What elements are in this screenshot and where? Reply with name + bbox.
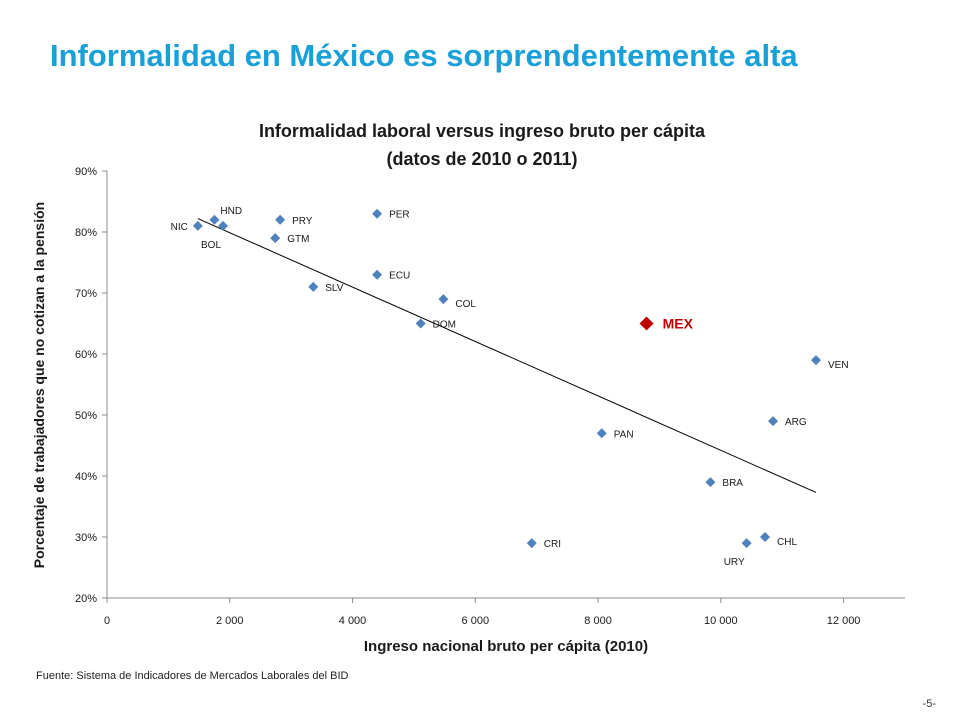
point-marker [639, 316, 654, 331]
point-label: NIC [171, 222, 188, 233]
point-label: PER [389, 210, 410, 221]
point-marker [209, 214, 220, 225]
y-tick-label: 20% [75, 593, 97, 605]
point-label: GTM [287, 234, 309, 245]
y-axis-label: Porcentaje de trabajadores que no cotiza… [31, 202, 47, 568]
point-label: ARG [785, 417, 807, 428]
point-marker [192, 220, 203, 231]
data-point-hnd: HND [209, 206, 242, 225]
point-label: HND [220, 206, 242, 217]
trendline [197, 218, 817, 493]
y-tick-label: 60% [75, 349, 97, 361]
point-label: SLV [325, 283, 343, 294]
x-tick-label: 4 000 [339, 615, 367, 627]
y-tick-label: 90% [75, 166, 97, 178]
y-tick-label: 70% [75, 288, 97, 300]
data-point-ven: VEN [810, 355, 849, 371]
data-point-pry: PRY [275, 214, 313, 227]
axes: 20% 30% 40% 50% 60% 70% 80% 90% 0 2 000 4 000 6 000… [75, 166, 905, 627]
point-marker [218, 220, 229, 231]
chart-title-line-2: (datos de 2010 o 2011) [386, 149, 577, 169]
point-label: CHL [777, 537, 797, 548]
x-tick-label: 12 000 [827, 615, 861, 627]
data-point-nic: NIC [171, 220, 203, 233]
point-marker [596, 428, 607, 439]
point-marker [438, 294, 449, 305]
point-label: ECU [389, 271, 410, 282]
point-marker [372, 208, 383, 219]
data-point-bra: BRA [705, 477, 743, 489]
data-point-col: COL [438, 294, 476, 310]
data-point-chl: CHL [760, 532, 797, 548]
point-marker [275, 214, 286, 225]
point-label: DOM [433, 320, 456, 331]
point-marker [526, 538, 537, 549]
point-label: URY [724, 557, 745, 568]
data-point-ury: URY [724, 538, 752, 568]
y-tick-label: 40% [75, 471, 97, 483]
point-marker [415, 318, 426, 329]
data-point-slv: SLV [308, 281, 344, 294]
point-label: CRI [544, 539, 561, 550]
data-point-dom: DOM [415, 318, 456, 331]
y-tick-label: 30% [75, 532, 97, 544]
point-marker [270, 233, 281, 244]
point-label: BOL [201, 240, 221, 251]
point-label: PAN [614, 429, 634, 440]
x-tick-label: 10 000 [704, 615, 738, 627]
point-marker [768, 416, 779, 427]
point-marker [810, 355, 821, 366]
page-number: -5- [922, 698, 936, 710]
point-marker [308, 281, 319, 292]
data-point-mex: MEX [639, 316, 694, 332]
slide-title: Informalidad en México es sorprendenteme… [50, 38, 798, 73]
point-marker [705, 477, 716, 488]
point-label: MEX [663, 316, 694, 332]
y-tick-label: 50% [75, 410, 97, 422]
point-marker [741, 538, 752, 549]
x-tick-label: 2 000 [216, 615, 244, 627]
data-point-cri: CRI [526, 538, 561, 550]
x-tick-label: 0 [104, 615, 110, 627]
point-label: VEN [828, 360, 849, 371]
x-tick-label: 6 000 [462, 615, 490, 627]
point-label: BRA [722, 478, 743, 489]
source-note: Fuente: Sistema de Indicadores de Mercad… [36, 670, 349, 682]
x-axis-label: Ingreso nacional bruto per cápita (2010) [364, 638, 648, 655]
data-point-bol: BOL [201, 220, 229, 251]
data-point-per: PER [372, 208, 410, 221]
data-point-gtm: GTM [270, 233, 309, 245]
point-label: PRY [292, 216, 313, 227]
y-tick-label: 80% [75, 227, 97, 239]
data-point-ecu: ECU [372, 269, 410, 282]
x-tick-label: 8 000 [584, 615, 612, 627]
chart-title-line-1: Informalidad laboral versus ingreso brut… [259, 121, 706, 141]
data-points: NIC HND BOL PRY GTM SLV PER ECU COL DOM MEX VEN ARG P… [171, 206, 849, 568]
data-point-pan: PAN [596, 428, 634, 440]
data-point-arg: ARG [768, 416, 807, 428]
point-marker [372, 269, 383, 280]
point-marker [760, 532, 771, 542]
point-label: COL [455, 299, 476, 310]
